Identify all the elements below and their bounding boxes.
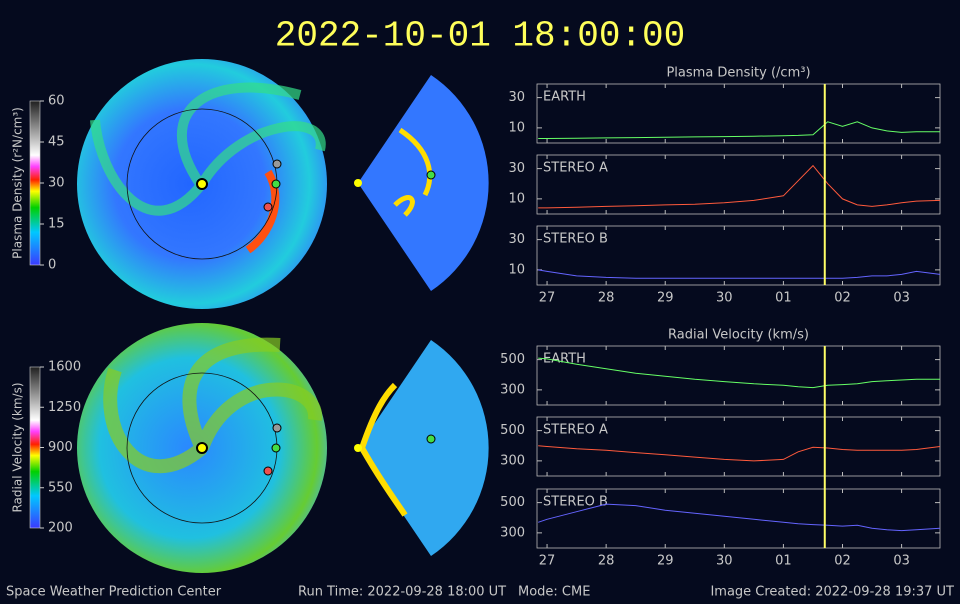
colorbar-tick-label: 0	[48, 258, 56, 273]
x-tick-label: 02	[834, 554, 851, 569]
stereo-b	[272, 423, 282, 433]
y-tick-label: 10	[508, 120, 525, 135]
chart-title: Radial Velocity (km/s)	[668, 328, 809, 343]
y-tick-label: 300	[500, 382, 525, 397]
series-line	[538, 164, 941, 209]
wedge-front	[393, 127, 433, 217]
velocity-wedge	[358, 340, 489, 556]
colorbar-tick-label: 60	[48, 94, 65, 109]
panel-label: EARTH	[543, 90, 586, 105]
x-tick-label: 02	[834, 291, 851, 306]
density-wedge	[358, 75, 489, 291]
density-arm	[90, 82, 326, 216]
colorbar-tick-label: 45	[48, 135, 65, 150]
colorbar	[29, 100, 41, 266]
colorbar-tick-label: 15	[48, 217, 65, 232]
colorbar-tick-label: 1600	[48, 360, 81, 375]
colorbar-tick-label: 550	[48, 480, 73, 495]
wedge-fast	[359, 382, 408, 517]
stereo-a	[263, 202, 273, 212]
colorbar	[29, 366, 41, 529]
y-tick-label: 500	[500, 352, 525, 367]
velocity-maps	[77, 323, 489, 573]
sun	[196, 178, 208, 190]
density-maps	[77, 59, 489, 309]
x-tick-label: 27	[539, 554, 556, 569]
panel-label: STEREO A	[543, 423, 608, 438]
y-tick-label: 30	[508, 90, 525, 105]
series-line	[538, 121, 940, 139]
x-tick-label: 27	[539, 291, 556, 306]
x-tick-label: 03	[893, 291, 910, 306]
sun	[354, 179, 362, 187]
panel-label: STEREO B	[543, 232, 608, 247]
y-tick-label: 300	[500, 453, 525, 468]
x-tick-label: 28	[598, 554, 615, 569]
x-tick-label: 29	[657, 554, 674, 569]
x-tick-label: 03	[893, 554, 910, 569]
panel-label: EARTH	[543, 352, 586, 367]
stereo-a	[263, 466, 273, 476]
colorbar-tick-label: 30	[48, 176, 65, 191]
x-tick-label: 30	[716, 291, 733, 306]
sun	[354, 444, 362, 452]
sun	[196, 442, 208, 454]
footer-run-time: Run Time: 2022-09-28 18:00 UT	[298, 585, 506, 600]
x-tick-label: 29	[657, 291, 674, 306]
earth	[271, 443, 281, 453]
cme-front	[245, 169, 280, 254]
x-tick-label: 30	[716, 554, 733, 569]
y-tick-label: 30	[508, 232, 525, 247]
panel-frame	[536, 488, 941, 549]
x-tick-label: 28	[598, 291, 615, 306]
y-tick-label: 500	[500, 495, 525, 510]
panel-label: STEREO B	[543, 495, 608, 510]
panel-frame	[536, 225, 941, 286]
y-tick-label: 10	[508, 191, 525, 206]
y-tick-label: 300	[500, 525, 525, 540]
colorbar-label: Plasma Density (r²N/cm³)	[11, 107, 25, 259]
series-line	[538, 445, 941, 462]
panel-label: STEREO A	[543, 161, 608, 176]
colorbar-tick-label: 1250	[48, 400, 81, 415]
panel-frame	[536, 154, 941, 215]
footer-mode: Mode: CME	[518, 585, 590, 600]
x-tick-label: 01	[775, 291, 792, 306]
earth	[426, 434, 436, 444]
series-line	[538, 503, 941, 532]
series-line	[538, 357, 940, 389]
y-tick-label: 500	[500, 423, 525, 438]
footer-org: Space Weather Prediction Center	[6, 585, 222, 600]
panel-frame	[536, 345, 941, 406]
y-tick-label: 10	[508, 262, 525, 277]
colorbar-tick-label: 200	[48, 521, 73, 536]
timestamp: 2022-10-01 18:00:00	[275, 16, 685, 57]
y-tick-label: 30	[508, 161, 525, 176]
chart-title: Plasma Density (/cm³)	[666, 66, 810, 81]
series-line	[538, 269, 941, 279]
colorbar-tick-label: 900	[48, 440, 73, 455]
footer-created: Image Created: 2022-09-28 19:37 UT	[710, 585, 954, 600]
panel-frame	[536, 83, 941, 144]
velocity-arm	[103, 337, 323, 474]
earth	[271, 179, 281, 189]
x-tick-label: 01	[775, 554, 792, 569]
earth	[426, 170, 436, 180]
colorbar-label: Radial Velocity (km/s)	[11, 382, 25, 512]
stereo-b	[272, 159, 282, 169]
